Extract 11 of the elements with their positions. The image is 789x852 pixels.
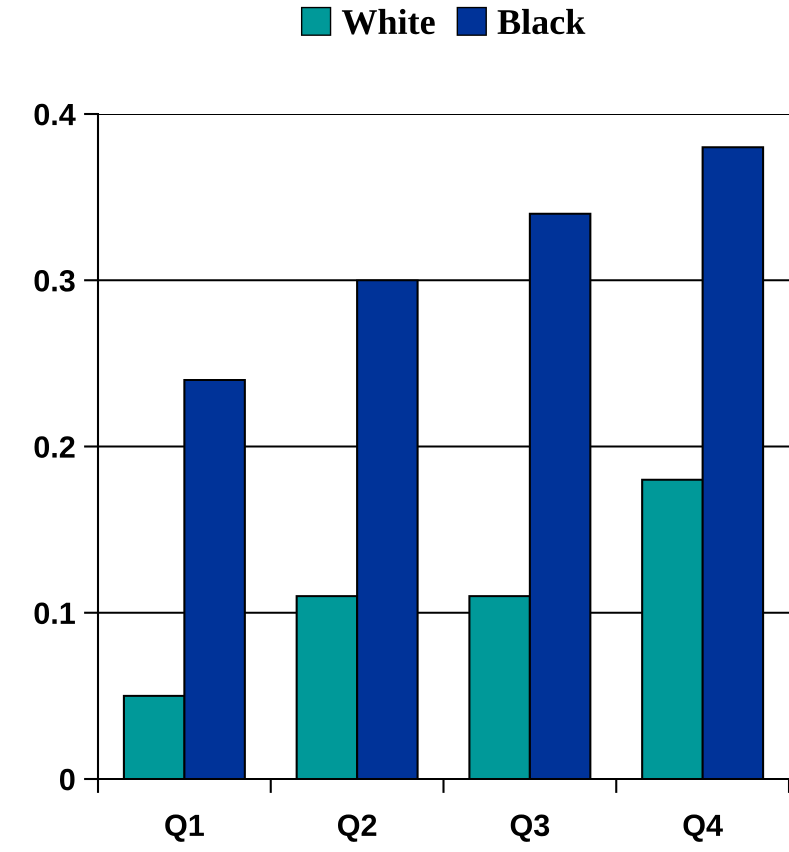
- y-tick-label: 0.2: [34, 436, 75, 458]
- x-tick-label: Q3: [510, 814, 550, 842]
- y-tick-label: 0.4: [34, 104, 76, 126]
- x-tick-label: Q1: [165, 814, 204, 842]
- y-tick-label: 0: [60, 768, 75, 790]
- x-tick-label: Q4: [684, 814, 723, 842]
- legend-label: Black: [498, 8, 586, 34]
- y-tick-label: 0.3: [34, 270, 75, 292]
- y-tick-label: 0.1: [34, 602, 75, 624]
- x-tick-label: Q2: [338, 814, 376, 842]
- legend-label: White: [342, 8, 435, 34]
